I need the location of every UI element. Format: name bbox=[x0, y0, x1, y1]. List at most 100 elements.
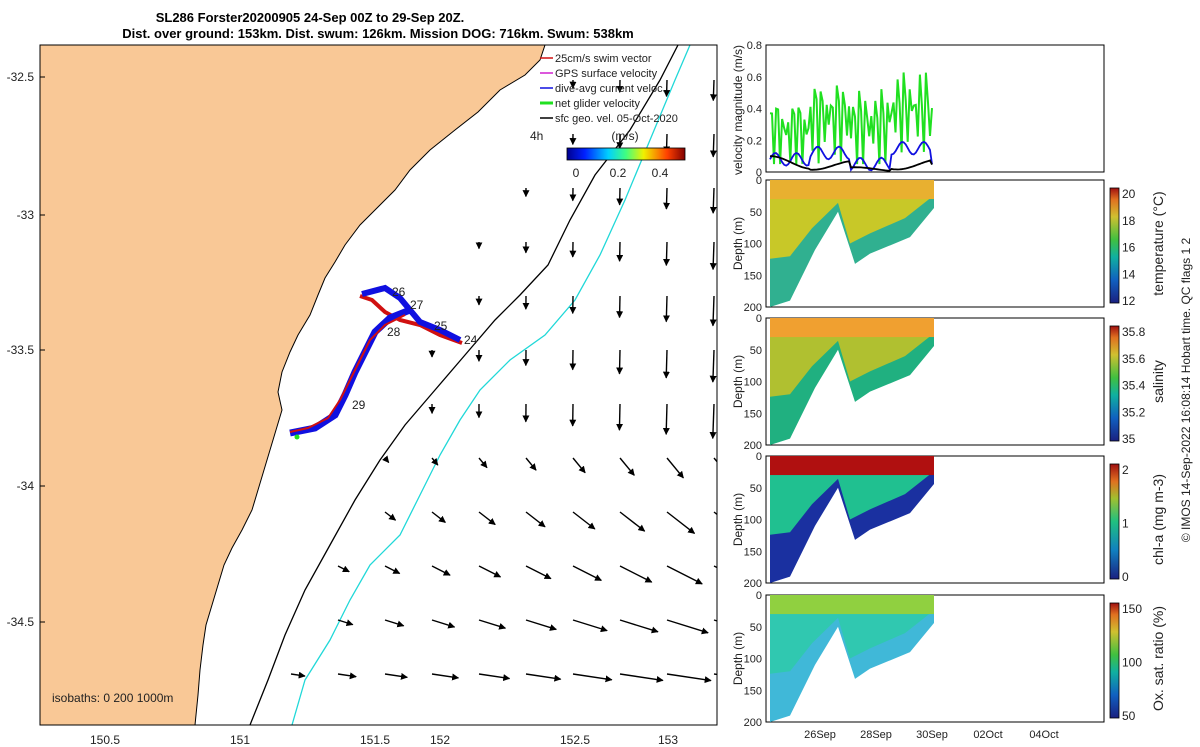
current-arrow bbox=[478, 511, 496, 526]
current-arrow bbox=[478, 457, 488, 469]
glider-track bbox=[289, 284, 463, 440]
current-arrow bbox=[666, 673, 712, 684]
current-arrow bbox=[525, 673, 562, 682]
current-arrow bbox=[384, 672, 408, 680]
velocity-ytick: 0.4 bbox=[747, 104, 762, 116]
current-arrow bbox=[662, 403, 670, 435]
velocity-panel: 0 0.2 0.4 0.6 0.8 velocity magnitude (m/s) bbox=[731, 40, 1105, 179]
current-arrow bbox=[384, 565, 401, 575]
colorbar-tick: 0.2 bbox=[610, 166, 627, 180]
depth-tick: 50 bbox=[750, 483, 762, 495]
colorbar-tick: 16 bbox=[1122, 241, 1136, 255]
current-arrow bbox=[619, 565, 653, 583]
current-arrow bbox=[572, 511, 596, 530]
colorbar-label: chl-a (mg m-3) bbox=[1150, 474, 1166, 565]
current-arrow bbox=[709, 295, 717, 327]
time-tick: 30Sep bbox=[916, 729, 948, 741]
heatmap-field bbox=[770, 318, 934, 397]
map-panel: 24 25 26 27 28 29 -32.5 -33 -33.5 -34 -34.5 150.5 1… bbox=[7, 44, 718, 747]
depth-tick: 100 bbox=[744, 654, 762, 666]
current-arrow bbox=[572, 565, 602, 582]
current-arrow bbox=[431, 619, 456, 629]
heatmap-field bbox=[770, 595, 934, 615]
heatmap-field bbox=[770, 456, 934, 535]
current-arrow bbox=[619, 511, 646, 532]
isobath-1000m bbox=[291, 45, 691, 725]
heatmap-field bbox=[770, 180, 934, 200]
current-arrow bbox=[619, 457, 635, 476]
heatmap-panel: 0 50 100 150 200 Depth (m) 35 35.2 35.4 35.6 35.8 s… bbox=[731, 313, 1166, 452]
current-arrow bbox=[384, 511, 397, 521]
heatmap-colorbar bbox=[1109, 325, 1120, 442]
land bbox=[40, 45, 546, 725]
current-arrow bbox=[572, 457, 586, 474]
lat-tick-label: -33.5 bbox=[7, 343, 35, 357]
time-tick: 28Sep bbox=[860, 729, 892, 741]
velocity-series-line bbox=[769, 155, 933, 172]
current-arrow bbox=[666, 619, 709, 635]
legend-label: sfc geo. vel. 05-Oct-2020 bbox=[555, 113, 678, 125]
depth-tick: 0 bbox=[756, 175, 762, 187]
depth-tick: 150 bbox=[744, 685, 762, 697]
current-arrow bbox=[619, 619, 659, 634]
depth-tick: 0 bbox=[756, 313, 762, 325]
lat-tick-label: -34 bbox=[17, 479, 35, 493]
current-arrow bbox=[290, 671, 306, 679]
colorbar-tick: 0 bbox=[573, 166, 580, 180]
heatmap-field bbox=[770, 180, 934, 259]
time-tick: 26Sep bbox=[804, 729, 836, 741]
current-arrow bbox=[710, 79, 717, 102]
depth-ylabel: Depth (m) bbox=[731, 217, 745, 270]
current-arrow bbox=[572, 673, 613, 683]
current-arrow bbox=[478, 673, 511, 682]
legend-label: 25cm/s swim vector bbox=[555, 53, 652, 65]
current-arrow bbox=[431, 673, 460, 681]
colorbar-tick: 35 bbox=[1122, 432, 1136, 446]
colorbar-tick: 20 bbox=[1122, 187, 1136, 201]
day-label: 28 bbox=[387, 325, 401, 339]
depth-tick: 200 bbox=[744, 578, 762, 590]
current-arrow bbox=[616, 349, 624, 375]
current-arrow bbox=[666, 457, 684, 479]
depth-tick: 0 bbox=[756, 590, 762, 602]
depth-tick: 50 bbox=[750, 622, 762, 634]
time-label: 4h bbox=[530, 129, 543, 143]
colorbar-tick: 35.8 bbox=[1122, 325, 1146, 339]
colorbar-tick: 18 bbox=[1122, 214, 1136, 228]
depth-tick: 200 bbox=[744, 302, 762, 314]
colorbar-label: salinity bbox=[1150, 360, 1166, 403]
legend-label: net glider velocity bbox=[555, 98, 640, 110]
velocity-series-line bbox=[769, 140, 933, 172]
velocity-ytick: 0.2 bbox=[747, 135, 762, 147]
current-arrow bbox=[662, 295, 670, 323]
colorbar-tick: 0 bbox=[1122, 570, 1129, 584]
colorbar-title: (m/s) bbox=[611, 129, 638, 143]
colorbar-tick: 2 bbox=[1122, 463, 1129, 477]
current-arrow bbox=[709, 241, 717, 271]
current-arrow bbox=[616, 403, 624, 431]
current-arrow bbox=[431, 511, 446, 523]
depth-tick: 100 bbox=[744, 377, 762, 389]
velocity-series-line bbox=[769, 72, 933, 165]
current-arrow bbox=[384, 619, 405, 628]
current-arrow bbox=[662, 349, 670, 379]
depth-ylabel: Depth (m) bbox=[731, 632, 745, 685]
heatmap-colorbar bbox=[1109, 463, 1120, 580]
heatmap-field bbox=[770, 456, 934, 476]
current-arrow bbox=[431, 565, 451, 576]
current-arrow bbox=[619, 673, 664, 683]
current-arrow bbox=[478, 565, 502, 578]
colorbar-tick: 150 bbox=[1122, 602, 1142, 616]
current-arrow bbox=[431, 457, 439, 466]
time-tick: 04Oct bbox=[1029, 729, 1058, 741]
isobath-label: isobaths: 0 200 1000m bbox=[52, 691, 173, 705]
depth-tick: 0 bbox=[756, 451, 762, 463]
current-arrow bbox=[337, 619, 354, 627]
current-arrow bbox=[525, 565, 552, 580]
credit-text: © IMOS 14-Sep-2022 16:08:14 Hobart time.… bbox=[1179, 238, 1193, 543]
heatmap-panel: 0 50 100 150 200 Depth (m) 50 100 150 Ox. sat. ra… bbox=[731, 590, 1166, 729]
current-arrow bbox=[666, 511, 696, 534]
depth-ylabel: Depth (m) bbox=[731, 493, 745, 546]
map-frame bbox=[39, 44, 718, 726]
